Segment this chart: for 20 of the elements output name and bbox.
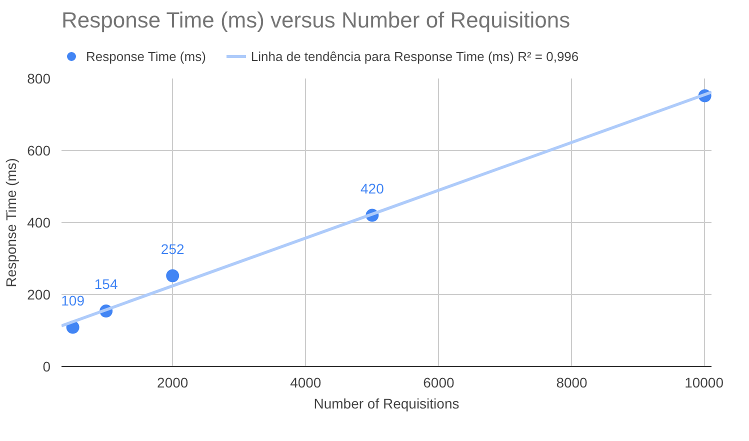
y-axis-title: Response Time (ms) — [3, 158, 20, 288]
legend-label: Linha de tendência para Response Time (ms) R² = 0,996 — [250, 48, 579, 64]
x-tick-label: 2000 — [157, 374, 188, 390]
point — [166, 269, 180, 282]
data-label: 420 — [360, 180, 384, 196]
y-tick-label: 600 — [27, 142, 51, 158]
chart-title: Response Time (ms) versus Number of Requisitions — [62, 8, 570, 32]
legend-label: Response Time (ms) — [86, 48, 206, 64]
x-tick-label: 4000 — [290, 374, 322, 390]
y-tick-label: 400 — [27, 214, 51, 230]
y-tick-label: 0 — [42, 358, 51, 374]
x-tick-label: 6000 — [423, 374, 455, 390]
x-tick-label: 10000 — [684, 374, 724, 390]
x-tick-label: 8000 — [556, 374, 588, 390]
y-tick-label: 800 — [27, 70, 51, 86]
data-label: 109 — [61, 292, 85, 308]
x-axis-title: Number of Requisitions — [314, 396, 460, 412]
data-label: 154 — [94, 276, 118, 292]
y-tick-label: 200 — [27, 286, 51, 302]
data-label: 252 — [160, 240, 184, 257]
